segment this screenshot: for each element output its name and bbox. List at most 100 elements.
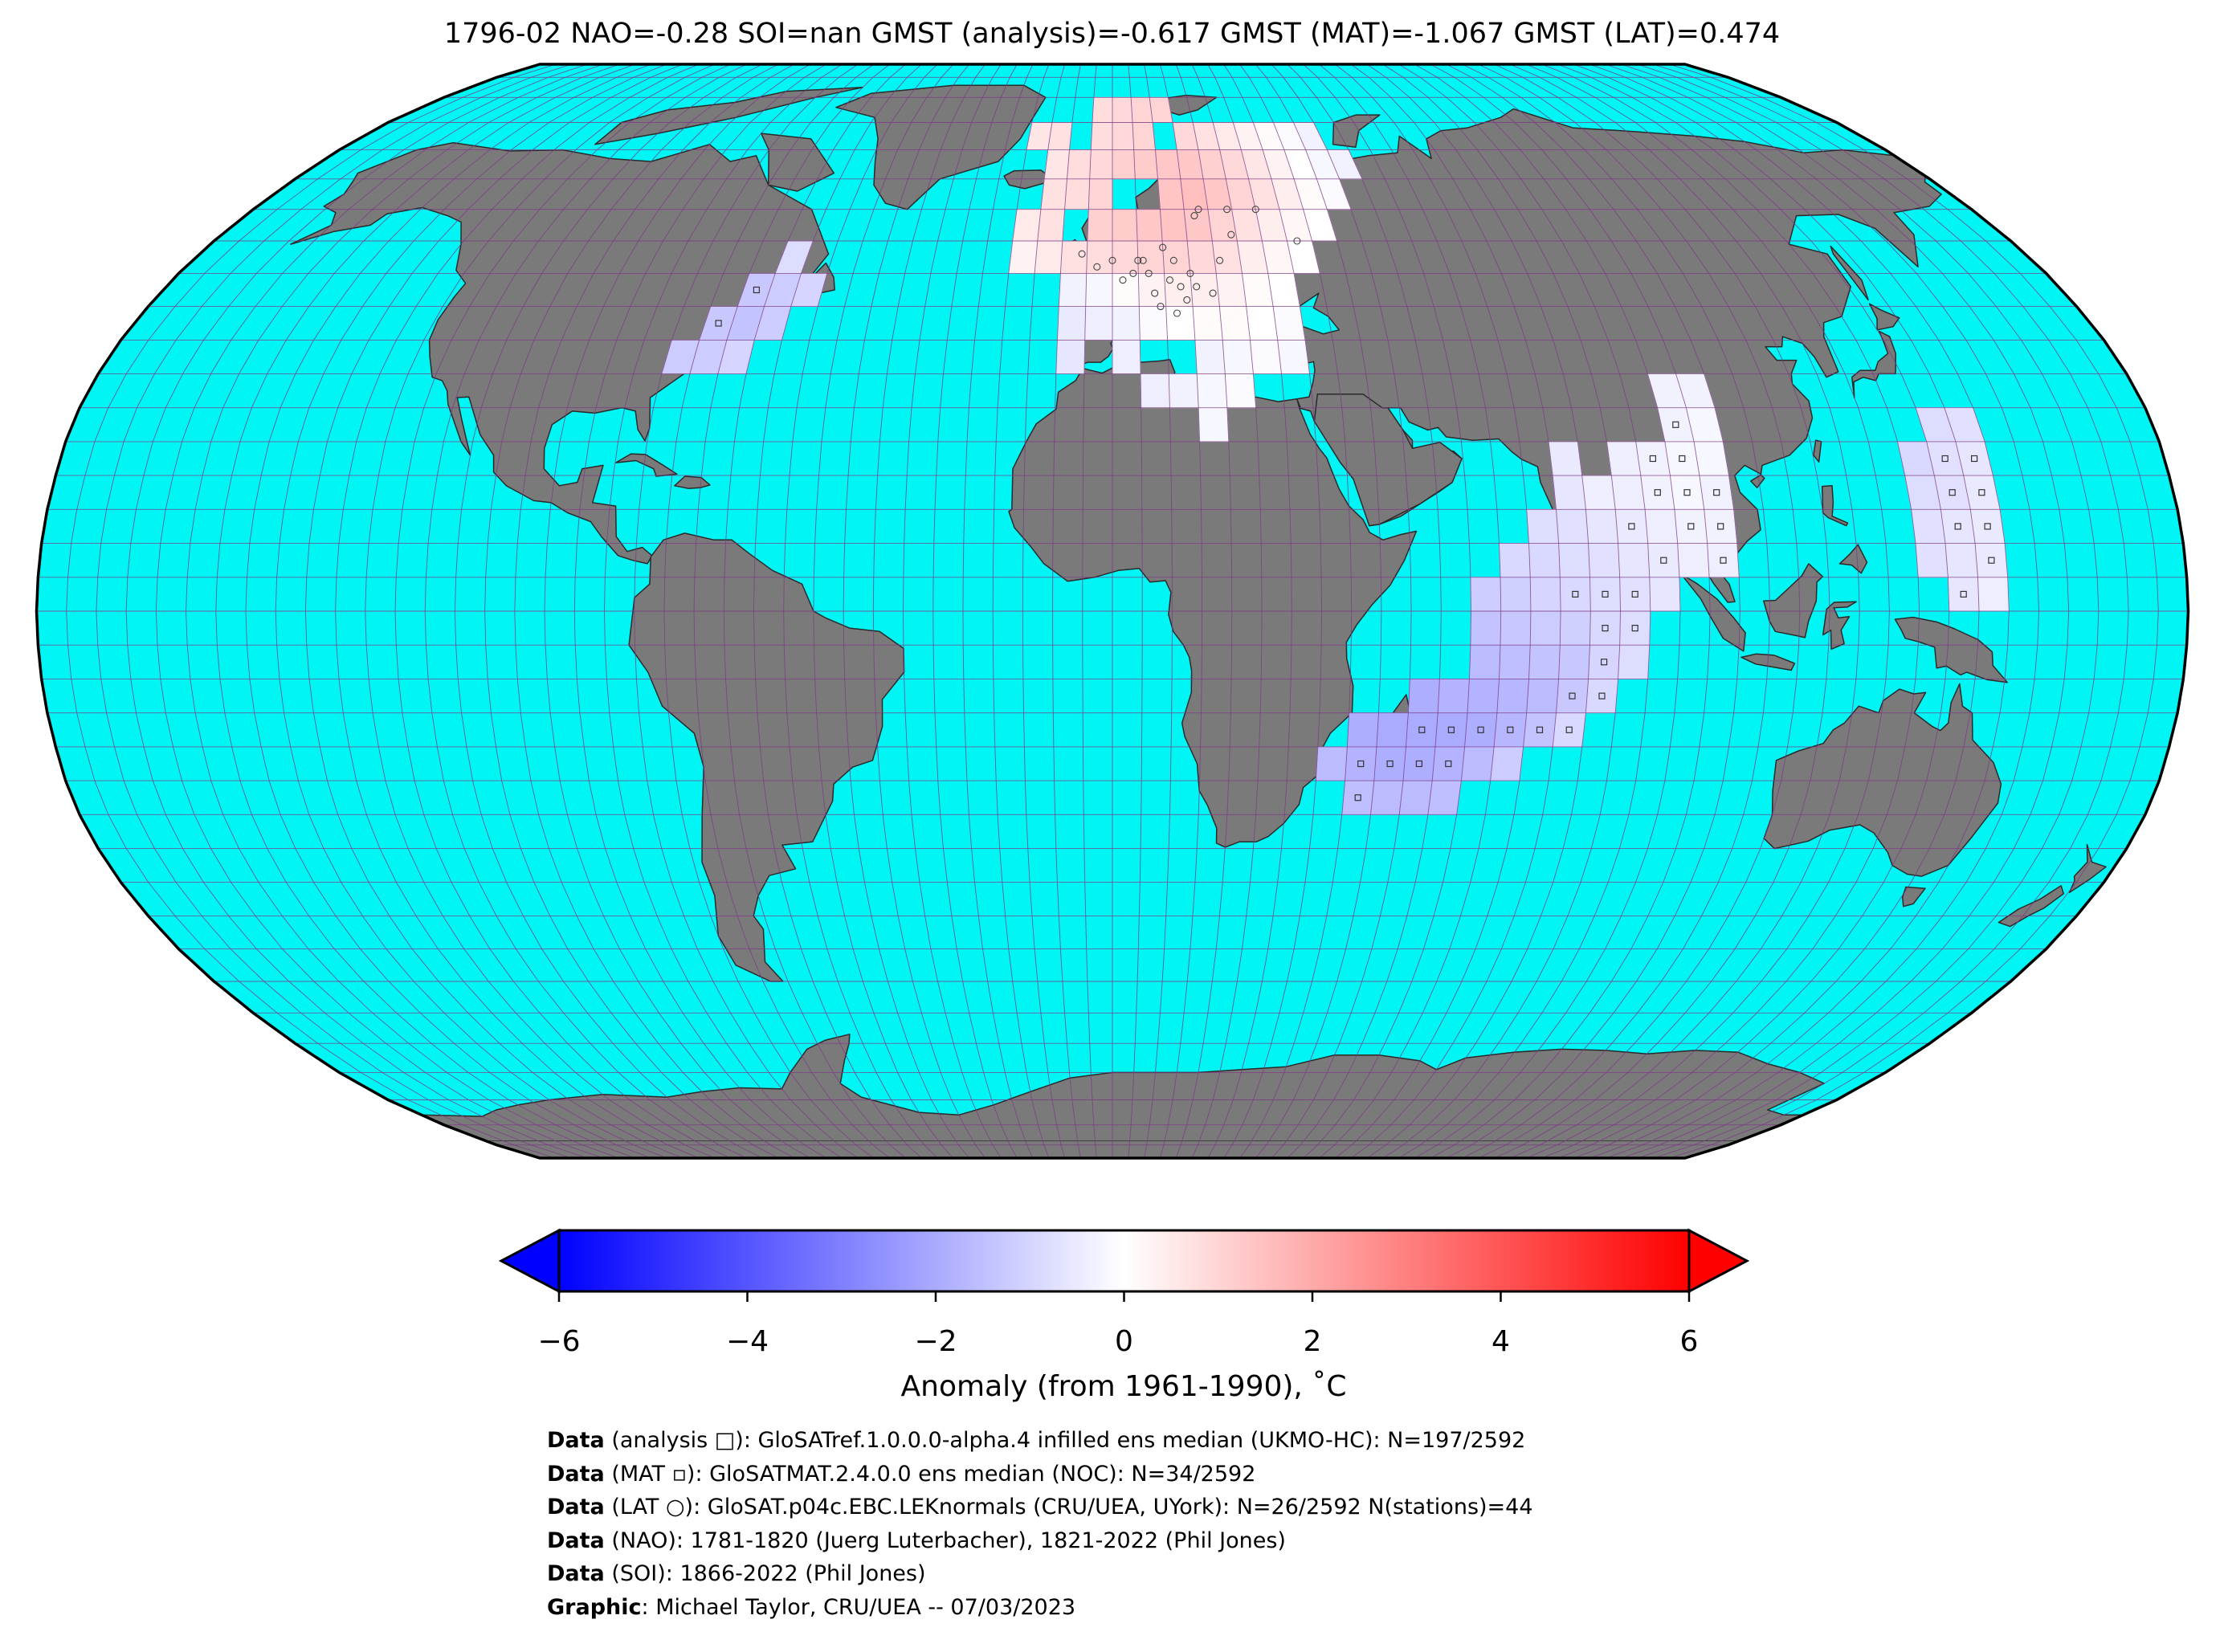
analysis-marker — [1569, 692, 1576, 700]
station-marker — [1134, 256, 1142, 264]
land-australia — [1763, 683, 2002, 877]
station-marker — [1078, 250, 1086, 258]
station-marker — [1119, 276, 1127, 284]
station-marker — [1251, 206, 1259, 214]
credit-text: (LAT ○): GloSAT.p04c.EBC.LEKnormals (CRU… — [604, 1495, 1533, 1519]
credit-line: Graphic: Michael Taylor, CRU/UEA -- 07/0… — [547, 1591, 1533, 1625]
analysis-marker — [1717, 523, 1724, 530]
analysis-marker — [1572, 590, 1579, 598]
colorbar-tick-label: 6 — [1680, 1325, 1699, 1358]
analysis-marker — [1971, 455, 1978, 463]
analysis-marker — [1672, 421, 1679, 428]
station-marker — [1108, 256, 1116, 264]
analysis-marker — [1984, 523, 1991, 530]
credit-label: Data — [547, 1495, 605, 1519]
analysis-marker — [1386, 760, 1394, 768]
land-hokkaido — [1868, 303, 1900, 331]
station-marker — [1157, 303, 1165, 311]
land-borneo — [1763, 563, 1824, 638]
colorbar-tick-label: 0 — [1115, 1325, 1133, 1358]
land-tasmania — [1901, 886, 1926, 908]
station-marker — [1151, 289, 1159, 297]
station-marker — [1093, 263, 1101, 271]
analysis-marker — [1415, 760, 1423, 768]
land-sumatra — [1680, 573, 1746, 652]
credit-text: (SOI): 1866-2022 (Phil Jones) — [604, 1561, 926, 1586]
land-japan — [1851, 330, 1896, 398]
analysis-marker — [1954, 523, 1961, 530]
analysis-marker — [1447, 726, 1455, 733]
analysis-marker — [1679, 455, 1686, 463]
station-marker — [1129, 269, 1137, 277]
analysis-marker — [753, 286, 761, 294]
station-marker — [1293, 237, 1301, 245]
analysis-marker — [715, 320, 722, 327]
analysis-marker — [1654, 489, 1661, 496]
credit-label: Data — [547, 1528, 605, 1553]
credits-block: Data (analysis □): GloSATref.1.0.0.0-alp… — [547, 1424, 1533, 1624]
station-marker — [1227, 230, 1235, 239]
credit-label: Graphic — [547, 1594, 642, 1620]
land-mindanao — [1838, 544, 1868, 574]
analysis-marker — [1507, 726, 1514, 733]
analysis-marker — [1602, 624, 1609, 632]
credit-line: Data (SOI): 1866-2022 (Phil Jones) — [547, 1557, 1533, 1591]
land-cuba — [614, 453, 678, 477]
analysis-marker — [1713, 489, 1720, 496]
station-marker — [1173, 309, 1181, 317]
credit-label: Data — [547, 1428, 605, 1453]
credit-line: Data (LAT ○): GloSAT.p04c.EBC.LEKnormals… — [547, 1491, 1533, 1524]
land-new-zealand-n — [2068, 843, 2107, 893]
analysis-marker — [1720, 557, 1727, 564]
colorbar-tick-label: 2 — [1304, 1325, 1322, 1358]
land-luzon — [1821, 485, 1849, 527]
land-sulawesi — [1822, 601, 1857, 651]
analysis-marker — [1536, 726, 1544, 733]
colorbar-ticks: −6 −4 −2 0 2 4 6 — [537, 1291, 1698, 1358]
analysis-marker — [1418, 726, 1426, 733]
analysis-marker — [1602, 590, 1609, 598]
station-marker — [1216, 256, 1224, 264]
credit-text: : Michael Taylor, CRU/UEA -- 07/03/2023 — [641, 1594, 1076, 1620]
land-arabia-fix — [1313, 394, 1463, 527]
map-title: 1796-02 NAO=-0.28 SOI=nan GMST (analysis… — [443, 18, 1781, 50]
station-marker — [1193, 283, 1201, 291]
analysis-marker — [1445, 760, 1452, 768]
analysis-marker — [1631, 624, 1638, 632]
colorbar-tick-label: 4 — [1492, 1325, 1510, 1358]
analysis-marker — [1354, 794, 1361, 802]
analysis-marker — [1631, 590, 1638, 598]
analysis-marker — [1600, 659, 1608, 666]
colorbar-extend-high — [1687, 1228, 1750, 1294]
analysis-marker — [1960, 590, 1967, 598]
station-marker — [1186, 269, 1194, 277]
station-marker — [1169, 256, 1177, 264]
colorbar-tick-label: −4 — [726, 1325, 769, 1358]
credit-text: (analysis □): GloSATref.1.0.0.0-alpha.4 … — [604, 1428, 1526, 1453]
station-marker — [1183, 296, 1191, 304]
credit-text: (NAO): 1781-1820 (Juerg Luterbacher), 18… — [604, 1528, 1286, 1553]
credit-label: Data — [547, 1461, 605, 1487]
analysis-marker — [1660, 557, 1667, 564]
analysis-marker — [1988, 557, 1995, 564]
analysis-marker — [1687, 523, 1695, 530]
map-outline — [35, 63, 2190, 1160]
credit-text: (MAT ▫): GloSATMAT.2.4.0.0 ens median (N… — [604, 1461, 1256, 1487]
credit-line: Data (MAT ▫): GloSATMAT.2.4.0.0 ens medi… — [547, 1458, 1533, 1491]
graticule — [36, 64, 2189, 1158]
credit-line: Data (analysis □): GloSATref.1.0.0.0-alp… — [547, 1424, 1533, 1458]
station-marker — [1165, 276, 1174, 284]
credit-line: Data (NAO): 1781-1820 (Juerg Luterbacher… — [547, 1524, 1533, 1558]
analysis-marker — [1477, 726, 1484, 733]
station-marker — [1194, 206, 1202, 214]
land-new-guinea — [1894, 616, 2008, 683]
analysis-marker — [1949, 489, 1956, 496]
analysis-marker — [1941, 455, 1949, 463]
analysis-marker — [1628, 523, 1635, 530]
colorbar-label: Anomaly (from 1961-1990), ˚C — [901, 1370, 1347, 1403]
station-marker — [1190, 212, 1198, 220]
colorbar-tick-label: −6 — [537, 1325, 580, 1358]
land-hainan — [1750, 474, 1765, 489]
